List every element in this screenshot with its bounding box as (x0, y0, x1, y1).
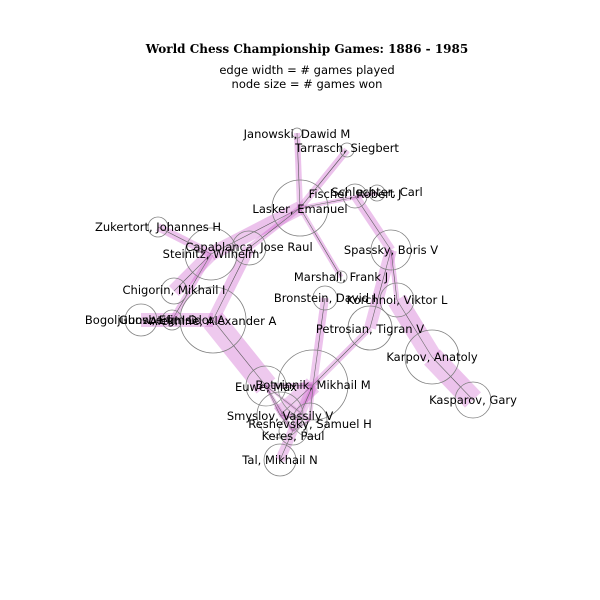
edge-core-schlechter-lasker (299, 192, 378, 209)
node-schlechter (368, 184, 386, 202)
node-karpov (404, 329, 460, 385)
node-smyslov (256, 391, 304, 439)
node-keres (278, 416, 308, 446)
node-bogoljubow (124, 303, 158, 337)
diagram-subtitle-edge: edge width = # games played (219, 63, 394, 77)
node-label-kasparov: Kasparov, Gary (429, 393, 517, 407)
edge-core-capablanca-alekhine (212, 247, 250, 321)
edge-core-karpov-korchnoi (396, 299, 433, 358)
node-label-keres: Keres, Paul (262, 429, 325, 443)
edge-core-capablanca-lasker (248, 207, 301, 249)
node-spassky (370, 229, 412, 271)
node-label-capablanca: Capablanca, Jose Raul (185, 240, 312, 254)
edge-core-janowski-lasker (296, 132, 301, 209)
node-tarrasch (339, 142, 355, 158)
node-label-reshevsky: Reshevsky, Samuel H (248, 417, 371, 431)
edge-core-gunsberg-steinitz (171, 253, 212, 321)
node-fischer (342, 183, 368, 209)
node-label-janowski: Janowski, Dawid M (243, 127, 351, 141)
edge-core-smyslov-euwe (265, 385, 281, 416)
node-botvinnik (277, 349, 349, 421)
node-gunsberg (161, 309, 183, 331)
edge-core-spassky-petrosian (369, 249, 392, 329)
node-label-karpov: Karpov, Anatoly (386, 350, 478, 364)
node-korchnoi (379, 282, 415, 318)
node-label-alekhine: Alekhine, Alexander A (150, 314, 277, 328)
node-steinitz (184, 227, 238, 281)
node-label-korchnoi: Korchnoi, Viktor L (347, 293, 448, 307)
edge-core-keres-euwe (265, 385, 294, 432)
node-label-marshall: Marshall, Frank J (294, 270, 388, 284)
edge-core-botvinnik-bronstein (312, 297, 326, 386)
node-label-bronstein: Bronstein, David I (274, 291, 376, 305)
edge-core-botvinnik-smyslov (279, 384, 314, 416)
node-label-lasker: Lasker, Emanuel (252, 202, 347, 216)
node-lasker (271, 179, 329, 237)
edge-core-botvinnik-petrosian (312, 327, 371, 386)
node-label-gunsberg: Gunsberg, Isidor A (119, 313, 225, 327)
node-marshall (334, 270, 348, 284)
node-tal (263, 443, 297, 477)
diagram-title: World Chess Championship Games: 1886 - 1… (145, 42, 468, 56)
node-label-botvinnik: Botvinnik, Mikhail M (255, 378, 370, 392)
diagram-subtitle-node: node size = # games won (232, 77, 383, 91)
node-chigorin (160, 277, 188, 305)
node-kasparov (454, 381, 492, 419)
node-label-bogoljubow: Bogoljubow, Efim D (85, 313, 197, 327)
node-label-zukertort: Zukertort, Johannes H (95, 220, 221, 234)
node-label-steinitz: Steinitz, Wilhelm (163, 247, 260, 261)
nodes-layer (124, 127, 492, 477)
node-label-petrosian: Petrosian, Tigran V (316, 322, 424, 336)
node-bronstein (312, 285, 338, 311)
node-label-spassky: Spassky, Boris V (344, 243, 438, 257)
node-label-chigorin: Chigorin, Mikhail I (123, 283, 226, 297)
node-petrosian (347, 305, 393, 351)
node-capablanca (231, 230, 267, 266)
node-label-tarrasch: Tarrasch, Siegbert (294, 141, 399, 155)
node-label-schlechter: Schlechter, Carl (331, 185, 422, 199)
node-reshevsky (292, 402, 328, 438)
node-zukertort (147, 216, 169, 238)
node-label-euwe: Euwe, Max (235, 380, 297, 394)
edge-core-botvinnik-keres (292, 384, 314, 432)
node-janowski (291, 127, 303, 139)
edge-core-fischer-spassky (354, 195, 392, 251)
edge-core-karpov-kasparov (431, 356, 474, 401)
node-label-tal: Tal, Mikhail N (241, 453, 317, 467)
edge-core-smyslov-keres (279, 414, 294, 432)
edge-core-alekhine-euwe (212, 319, 267, 387)
edges-layer (141, 132, 481, 463)
edge-core-botvinnik-euwe (265, 384, 314, 387)
node-label-fischer: Fischer, Robert J (309, 187, 402, 201)
edge-core-spassky-korchnoi (390, 249, 398, 301)
node-label-smyslov: Smyslov, Vassily V (227, 409, 334, 423)
edge-core-steinitz-lasker (210, 207, 301, 255)
edge-core-marshall-lasker (299, 207, 342, 278)
node-euwe (245, 365, 287, 407)
edge-core-botvinnik-reshevsky (309, 384, 314, 421)
node-alekhine (179, 286, 247, 354)
edge-core-tarrasch-lasker (299, 149, 348, 209)
